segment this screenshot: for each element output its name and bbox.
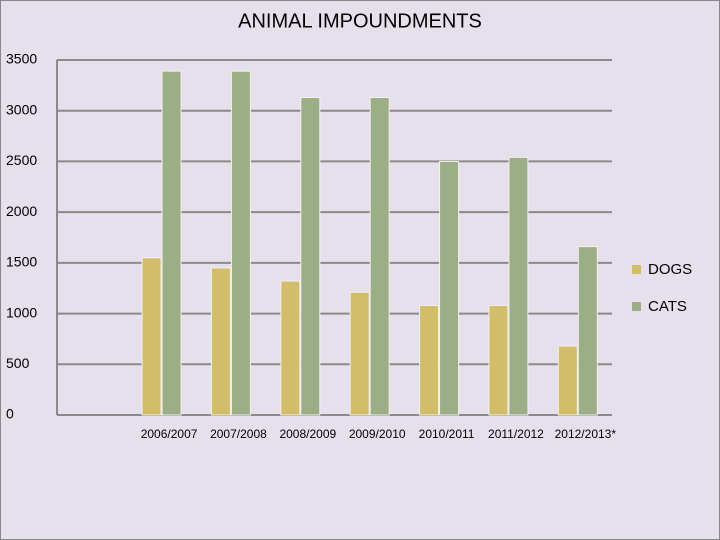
x-tick-label: 2008/2009 [279,427,336,441]
bar [439,160,460,416]
y-tick-label: 1000 [6,304,37,320]
bar [419,304,440,416]
bar [210,267,231,416]
bar [577,246,598,416]
x-tick-label: 2010/2011 [419,427,475,441]
bar [141,257,162,416]
chart-title: ANIMAL IMPOUNDMENTS [238,10,482,32]
y-tick-label: 2500 [6,152,37,168]
bar [349,291,370,416]
y-tick-label: 3000 [6,101,37,117]
x-tick-label: 2007/2008 [210,427,267,441]
x-tick-label: 2011/2012 [488,427,544,441]
y-tick-label: 500 [6,355,30,371]
y-tick-label: 3500 [6,51,37,67]
bar [161,70,182,416]
bar [230,70,251,416]
legend-swatch [632,302,641,311]
x-tick-label: 2012/2013* [555,427,617,441]
x-tick-label: 2006/2007 [141,427,198,441]
x-tick-label: 2009/2010 [349,427,406,441]
bar [300,97,321,416]
bar [280,280,301,416]
bar [557,345,578,416]
bar [488,304,509,416]
legend-label: CATS [648,298,687,315]
bar [508,156,529,416]
y-tick-label: 0 [6,406,14,422]
legend-swatch [632,265,641,274]
legend-label: DOGS [648,261,692,278]
bar [369,97,390,416]
y-tick-label: 2000 [6,203,37,219]
y-tick-label: 1500 [6,254,37,270]
